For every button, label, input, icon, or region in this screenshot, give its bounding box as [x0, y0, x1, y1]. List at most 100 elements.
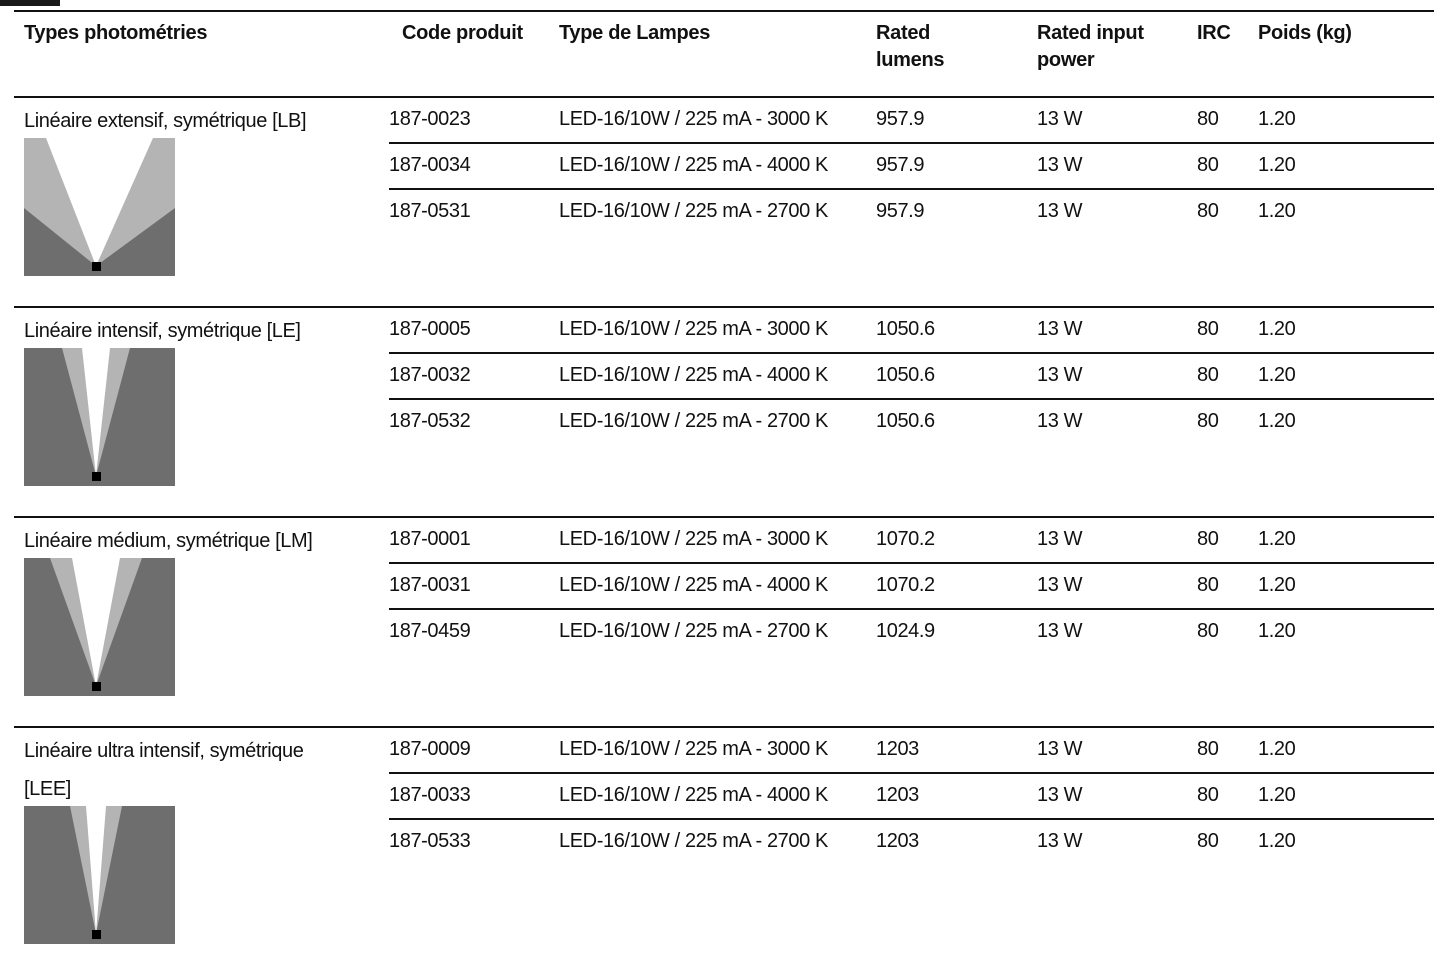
product-code: 187-0459: [389, 620, 471, 642]
row-rule: [389, 188, 1434, 190]
weight-value: 1.20: [1258, 108, 1296, 130]
fixture-icon: [92, 682, 101, 691]
irc-value: 80: [1197, 364, 1219, 386]
rated-power: 13 W: [1037, 574, 1083, 596]
header-irc: IRC: [1197, 22, 1231, 44]
table-row: 187-0005 LED-16/10W / 225 mA - 3000 K 1050…: [389, 306, 1434, 352]
header-lumens: Rated lumens: [876, 20, 945, 74]
rated-power: 13 W: [1037, 108, 1083, 130]
product-code: 187-0032: [389, 364, 471, 386]
table-top-rule: [14, 10, 1434, 12]
row-rule: [389, 608, 1434, 610]
lamp-type: LED-16/10W / 225 mA - 3000 K: [559, 528, 828, 550]
rated-lumens: 1070.2: [876, 574, 935, 596]
product-code: 187-0001: [389, 528, 471, 550]
header-lamp-type: Type de Lampes: [559, 22, 711, 44]
rated-power: 13 W: [1037, 528, 1083, 550]
table-header: Types photométries Code produit Type de …: [0, 20, 1436, 90]
lamp-type: LED-16/10W / 225 mA - 3000 K: [559, 318, 828, 340]
lamp-type: LED-16/10W / 225 mA - 2700 K: [559, 410, 828, 432]
group-rule: [14, 726, 1434, 728]
lamp-type: LED-16/10W / 225 mA - 3000 K: [559, 738, 828, 760]
row-rule: [389, 398, 1434, 400]
lamp-type: LED-16/10W / 225 mA - 2700 K: [559, 830, 828, 852]
beam-inner: [46, 138, 153, 266]
header-power: Rated input power: [1037, 20, 1144, 74]
photometry-group: Linéaire ultra intensif, symétrique [LEE]…: [0, 726, 1436, 965]
header-photometry: Types photométries: [24, 22, 208, 44]
table-row: 187-0032 LED-16/10W / 225 mA - 4000 K 1050…: [389, 352, 1434, 398]
rated-lumens: 957.9: [876, 154, 925, 176]
header-code: Code produit: [402, 22, 523, 44]
beam-diagram-icon: [24, 348, 175, 486]
irc-value: 80: [1197, 154, 1219, 176]
fixture-icon: [92, 262, 101, 271]
weight-value: 1.20: [1258, 318, 1296, 340]
product-code: 187-0532: [389, 410, 471, 432]
rated-lumens: 1024.9: [876, 620, 935, 642]
product-code: 187-0531: [389, 200, 471, 222]
irc-value: 80: [1197, 318, 1219, 340]
lamp-type: LED-16/10W / 225 mA - 3000 K: [559, 108, 828, 130]
rated-lumens: 1203: [876, 738, 919, 760]
rated-power: 13 W: [1037, 784, 1083, 806]
rated-lumens: 957.9: [876, 200, 925, 222]
product-code: 187-0009: [389, 738, 471, 760]
table-row: 187-0033 LED-16/10W / 225 mA - 4000 K 1203…: [389, 772, 1434, 818]
photometry-type-name: Linéaire médium, symétrique [LM]: [24, 522, 364, 560]
beam-diagram-icon: [24, 138, 175, 276]
fixture-icon: [92, 472, 101, 481]
photometry-group: Linéaire extensif, symétrique [LB] 187-00…: [0, 96, 1436, 306]
weight-value: 1.20: [1258, 410, 1296, 432]
header-lumens-line-1: Rated: [876, 22, 931, 44]
irc-value: 80: [1197, 528, 1219, 550]
irc-value: 80: [1197, 108, 1219, 130]
photometry-group: Linéaire médium, symétrique [LM] 187-0001…: [0, 516, 1436, 726]
rated-power: 13 W: [1037, 318, 1083, 340]
lamp-type: LED-16/10W / 225 mA - 4000 K: [559, 364, 828, 386]
irc-value: 80: [1197, 574, 1219, 596]
header-lumens-line-2: lumens: [876, 49, 945, 71]
table-row: 187-0009 LED-16/10W / 225 mA - 3000 K 1203…: [389, 726, 1434, 772]
irc-value: 80: [1197, 738, 1219, 760]
group-rule: [14, 306, 1434, 308]
table-row: 187-0532 LED-16/10W / 225 mA - 2700 K 1050…: [389, 398, 1434, 444]
beam-diagram-icon: [24, 806, 175, 944]
table-row: 187-0459 LED-16/10W / 225 mA - 2700 K 1024…: [389, 608, 1434, 654]
irc-value: 80: [1197, 620, 1219, 642]
group-rule: [14, 516, 1434, 518]
irc-value: 80: [1197, 784, 1219, 806]
rated-power: 13 W: [1037, 410, 1083, 432]
irc-value: 80: [1197, 200, 1219, 222]
rated-lumens: 1050.6: [876, 318, 935, 340]
beam-inner: [82, 348, 110, 476]
irc-value: 80: [1197, 830, 1219, 852]
rated-power: 13 W: [1037, 200, 1083, 222]
table-row: 187-0001 LED-16/10W / 225 mA - 3000 K 1070…: [389, 516, 1434, 562]
clipped-heading-fragment: [0, 0, 60, 6]
irc-value: 80: [1197, 410, 1219, 432]
table-row: 187-0031 LED-16/10W / 225 mA - 4000 K 1070…: [389, 562, 1434, 608]
photometry-type-name-line: [LEE]: [24, 778, 71, 800]
rated-lumens: 1070.2: [876, 528, 935, 550]
row-rule: [389, 818, 1434, 820]
rated-lumens: 1203: [876, 784, 919, 806]
photometry-type-name-line: Linéaire ultra intensif, symétrique: [24, 740, 304, 762]
photometry-type-name-line: Linéaire intensif, symétrique [LE]: [24, 320, 301, 342]
weight-value: 1.20: [1258, 738, 1296, 760]
product-code: 187-0005: [389, 318, 471, 340]
product-code: 187-0031: [389, 574, 471, 596]
table-row: 187-0533 LED-16/10W / 225 mA - 2700 K 1203…: [389, 818, 1434, 864]
photometry-type-name: Linéaire extensif, symétrique [LB]: [24, 102, 364, 140]
weight-value: 1.20: [1258, 830, 1296, 852]
lamp-type: LED-16/10W / 225 mA - 4000 K: [559, 154, 828, 176]
group-rule: [14, 96, 1434, 98]
rated-power: 13 W: [1037, 738, 1083, 760]
beam-inner: [86, 806, 106, 934]
lamp-type: LED-16/10W / 225 mA - 4000 K: [559, 784, 828, 806]
rated-lumens: 1203: [876, 830, 919, 852]
header-power-line-2: power: [1037, 49, 1095, 71]
header-power-line-1: Rated input: [1037, 22, 1144, 44]
weight-value: 1.20: [1258, 574, 1296, 596]
